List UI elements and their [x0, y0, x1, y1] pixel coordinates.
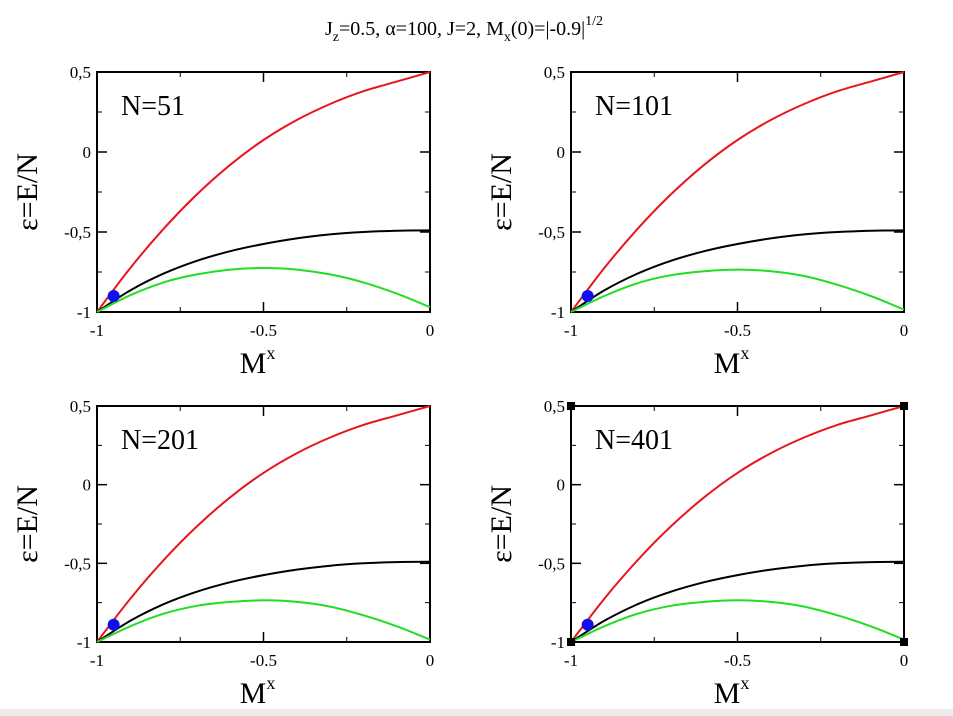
panel-4: 0,5 0 -0,5 -1-1 -0.5 0 N=401 Mx ε=E/N — [485, 397, 908, 710]
panel-4-x-axis-label-sup: x — [740, 673, 749, 693]
panel-2-x-axis-label-sup: x — [740, 343, 749, 363]
panel-1-y-tick-label: -1 — [77, 303, 91, 322]
panel-4-annotation: N=401 — [595, 425, 673, 456]
panel-2-middle-curve — [570, 229, 905, 313]
panel-1-y-tick-label: 0 — [83, 143, 92, 162]
title-sub-z: z — [333, 30, 339, 45]
panel-4-x-tick-label: -1 — [564, 651, 578, 670]
panel-4-upper-curve — [570, 405, 905, 643]
panel-1-middle-curve — [96, 229, 431, 313]
panel-grid: 0,50-0,5-1-1 -0.5 0N=51Mxε=E/N0,50-0,5-1-1… — [11, 63, 908, 710]
panel-3-x-tick-label: -0.5 — [250, 651, 277, 670]
panel-3-x-axis-label: Mx — [240, 673, 276, 710]
panel-2-y-tick-label: 0 — [557, 143, 566, 162]
panel-2-y-tick-label: -0,5 — [538, 223, 565, 242]
panel-3-x-tick-label: -1 — [90, 651, 104, 670]
title-part-params: =0.5, — [339, 18, 385, 40]
panel-1-annotation: N=51 — [121, 91, 185, 122]
figure-title: Jz=0.5, α=100, J=2, Mx(0)=|-0.9|1/2 — [325, 14, 603, 45]
panel-1-y-tick-label: 0,5 — [70, 63, 91, 82]
panel-3-annotation: N=201 — [121, 425, 199, 456]
panel-2-annotation: N=101 — [595, 91, 673, 122]
panel-4-y-axis-label: ε=E/N — [485, 485, 518, 563]
panel-4-marker-point — [581, 618, 594, 631]
panel-4-y-tick-label: -0,5 — [538, 554, 565, 573]
panel-3-y-tick-label: -0,5 — [64, 554, 91, 573]
panel-1-y-axis-label: ε=E/N — [11, 153, 44, 231]
panel-3-y-tick-label: 0,5 — [70, 397, 91, 416]
panel-4-x-tick-label: -0.5 — [724, 651, 751, 670]
panel-1-x-tick-label: 0 — [426, 321, 435, 340]
panel-4-selection-handle — [567, 638, 575, 646]
panel-1-x-tick-label: -1 — [90, 321, 104, 340]
panel-4-middle-curve — [570, 560, 905, 643]
panel-2-x-tick-label: -1 — [564, 321, 578, 340]
panel-2-x-tick-label: -0.5 — [724, 321, 751, 340]
panel-3-x-axis-label-main: M — [240, 677, 267, 710]
panel-3-x-axis-label-sup: x — [266, 673, 275, 693]
panel-3-y-tick-label: -1 — [77, 633, 91, 652]
panel-2-lower-curve — [570, 268, 905, 313]
panel-1-y-tick-label: -0,5 — [64, 223, 91, 242]
panel-2-marker-point — [581, 290, 594, 302]
title-part-mid: =100, J=2, M — [396, 18, 504, 40]
panel-3: 0,5 0 -0,5 -1-1 -0.5 0 N=201 Mx ε=E/N — [11, 397, 434, 710]
panel-3-lower-curve — [96, 599, 431, 643]
panel-1-upper-curve — [96, 71, 431, 313]
panel-4-y-tick-label: 0,5 — [544, 397, 565, 416]
panel-4-y-tick-label: 0 — [557, 476, 566, 495]
panel-2-x-axis-label: Mx — [714, 343, 750, 380]
panel-3-marker-point — [107, 618, 120, 631]
panel-1-marker-point — [107, 290, 120, 302]
panel-2-upper-curve — [570, 71, 905, 313]
panel-1: 0,5 0 -0,5 -1-1 -0.5 0 N=51 Mx ε=E/N — [11, 63, 434, 380]
panel-4-selection-handle — [567, 402, 575, 410]
panel-3-y-axis-label: ε=E/N — [11, 485, 44, 563]
panel-4-x-axis-label: Mx — [714, 673, 750, 710]
panel-4-selection-handle — [900, 402, 908, 410]
panel-3-upper-curve — [96, 405, 431, 643]
title-part-j: J — [325, 18, 333, 40]
panel-1-x-axis-label-main: M — [240, 347, 267, 380]
panel-2: 0,5 0 -0,5 -1-1 -0.5 0 N=101 Mx ε=E/N — [485, 63, 908, 380]
panel-4-x-axis-label-main: M — [714, 677, 741, 710]
panel-3-y-tick-label: 0 — [83, 476, 92, 495]
panel-1-x-axis-label-sup: x — [266, 343, 275, 363]
title-part-alpha: α — [385, 18, 396, 40]
panel-2-y-tick-label: 0,5 — [544, 63, 565, 82]
panel-2-x-axis-label-main: M — [714, 347, 741, 380]
title-sub-x: x — [504, 30, 511, 45]
panel-4-selection-handle — [900, 638, 908, 646]
panel-4-x-tick-label: 0 — [900, 651, 909, 670]
panel-4-y-tick-label: -1 — [551, 633, 565, 652]
panel-1-x-axis-label: Mx — [240, 343, 276, 380]
panel-2-y-axis-label: ε=E/N — [485, 153, 518, 231]
bottom-strip — [0, 709, 953, 716]
title-part-m0: (0)=|-0.9| — [511, 18, 585, 40]
panel-2-x-tick-label: 0 — [900, 321, 909, 340]
panel-2-y-tick-label: -1 — [551, 303, 565, 322]
panel-1-x-tick-label: -0.5 — [250, 321, 277, 340]
panel-3-x-tick-label: 0 — [426, 651, 435, 670]
title-sup-half: 1/2 — [585, 14, 603, 29]
panel-1-lower-curve — [96, 266, 431, 313]
panel-3-middle-curve — [96, 560, 431, 643]
panel-4-lower-curve — [570, 599, 905, 643]
